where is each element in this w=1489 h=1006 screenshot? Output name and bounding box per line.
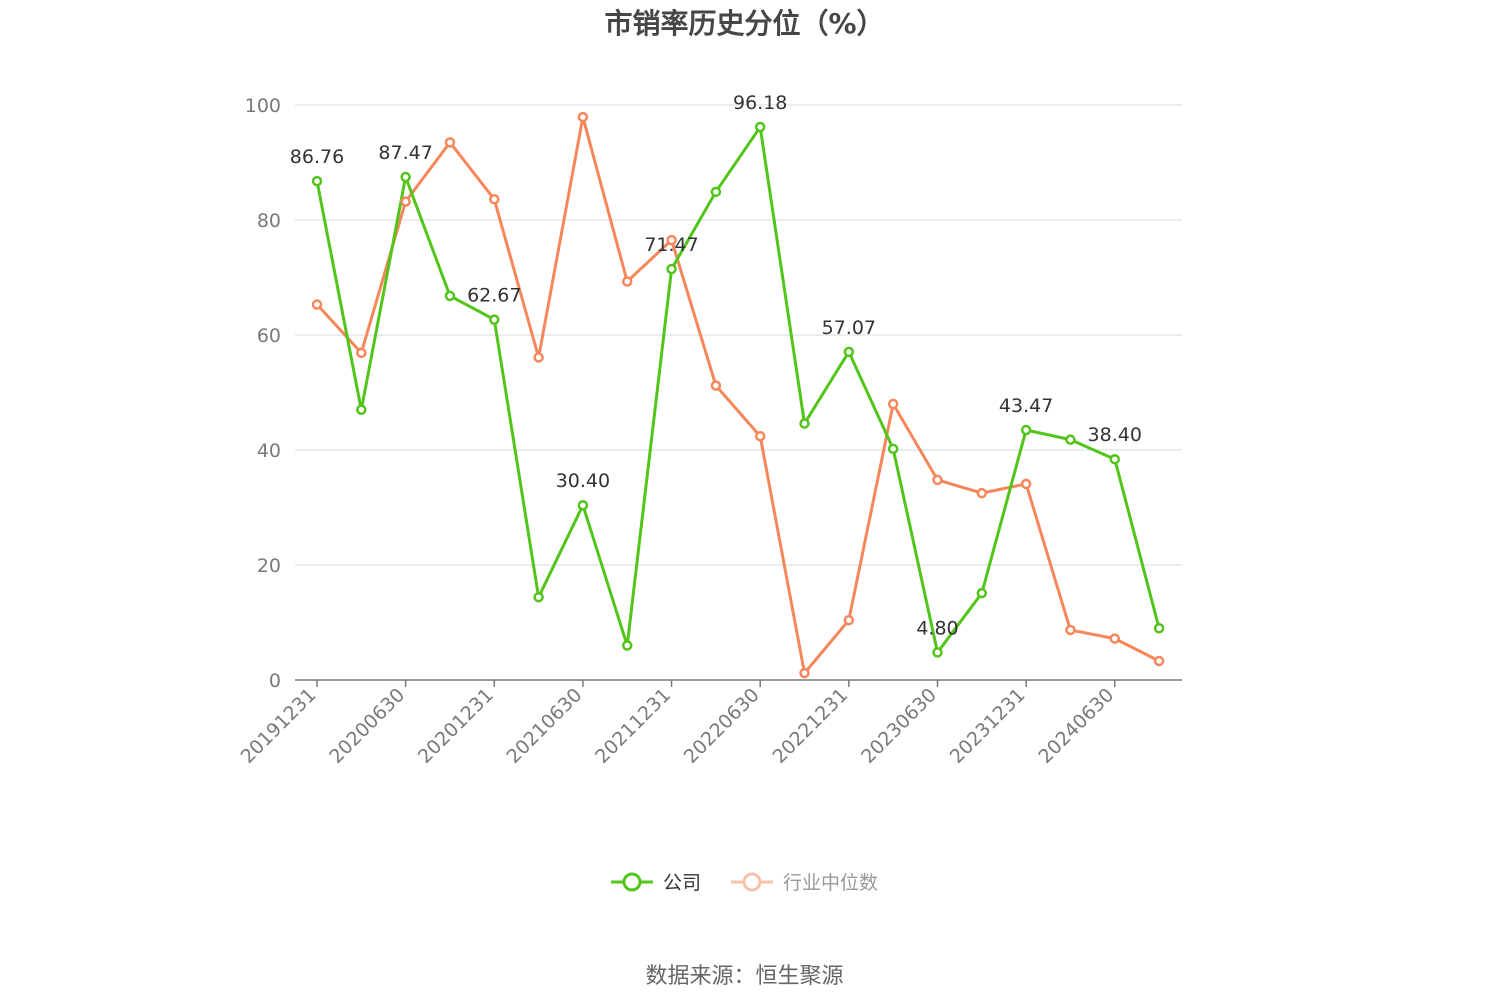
point-company-20230930 (976, 587, 988, 599)
point-company-20230331 (887, 443, 899, 455)
point-company-20200930 (444, 290, 456, 302)
point-industry-20210930 (621, 276, 633, 287)
point-company-20220930 (799, 418, 810, 429)
y-tick-label-0: 0 (269, 670, 281, 692)
x-tick-label-20221231: 20221231 (768, 684, 852, 768)
data-source: 数据来源：恒生聚源 (645, 964, 844, 989)
legend-industry-swatch (731, 872, 773, 891)
data-label-company-20221231: 57.07 (822, 317, 876, 339)
point-company-20220630 (754, 121, 766, 133)
point-company-20221231 (843, 346, 855, 358)
y-tick-label-80: 80 (257, 210, 281, 232)
point-company-20220331 (710, 186, 722, 198)
point-industry-20200930 (444, 137, 456, 148)
legend-industry-label: 行业中位数 (783, 872, 879, 894)
point-industry-20240930 (1153, 655, 1165, 667)
point-company-20200630 (400, 171, 411, 183)
point-industry-20200331 (356, 347, 367, 359)
point-company-20240630 (1109, 453, 1121, 465)
legend-company-label: 公司 (662, 872, 701, 894)
data-label-company-20191231: 86.76 (290, 146, 344, 168)
point-industry-20210331 (533, 352, 544, 363)
data-label-company-20211231: 71.47 (644, 234, 698, 256)
data-label-company-20220630: 96.18 (733, 92, 787, 114)
point-industry-20210630 (577, 111, 589, 123)
point-company-20200331 (356, 404, 367, 415)
point-industry-20220630 (754, 430, 766, 442)
chart-legend: 公司 行业中位数 (0, 868, 1489, 895)
point-industry-20230331 (887, 398, 899, 410)
series-line-company (315, 125, 1161, 654)
point-company-20231231 (1020, 424, 1032, 436)
legend-item-industry[interactable]: 行业中位数 (731, 868, 878, 895)
x-tick-label-20231231: 20231231 (946, 684, 1030, 768)
point-industry-20220331 (710, 380, 722, 391)
point-industry-20200630 (400, 196, 411, 207)
data-label-company-20200630: 87.47 (378, 142, 432, 164)
y-tick-label-20: 20 (257, 555, 281, 577)
point-industry-20221231 (843, 614, 855, 626)
point-company-20230630 (932, 647, 943, 658)
x-tick-label-20200630: 20200630 (325, 684, 409, 768)
data-label-company-20201231: 62.67 (467, 285, 521, 307)
point-company-20201231 (489, 314, 500, 325)
point-industry-20230930 (976, 487, 988, 499)
point-industry-20211231 (666, 234, 677, 246)
x-tick-label-20201231: 20201231 (414, 684, 498, 768)
x-tick-label-20230630: 20230630 (857, 684, 941, 768)
point-company-20210331 (533, 591, 544, 603)
point-industry-20231231 (1020, 478, 1032, 490)
point-industry-20230630 (932, 474, 943, 486)
point-company-20210630 (577, 499, 589, 511)
data-label-company-20210630: 30.40 (556, 470, 610, 492)
point-industry-20191231 (311, 299, 323, 310)
y-tick-label-60: 60 (257, 325, 281, 347)
x-tick-label-20240630: 20240630 (1034, 684, 1118, 768)
x-tick-label-20220630: 20220630 (680, 684, 764, 768)
y-tick-label-40: 40 (257, 440, 281, 462)
point-company-20210930 (621, 640, 633, 651)
point-industry-20240630 (1109, 633, 1121, 644)
point-industry-20240331 (1065, 624, 1076, 636)
y-tick-label-100: 100 (245, 95, 281, 117)
point-company-20191231 (311, 175, 323, 187)
point-industry-20220930 (799, 667, 810, 679)
data-label-company-20230630: 4.80 (916, 617, 958, 639)
x-tick-label-20211231: 20211231 (591, 684, 675, 768)
data-label-company-20240630: 38.40 (1088, 424, 1142, 446)
x-tick-label-20210630: 20210630 (503, 684, 587, 768)
data-label-company-20231231: 43.47 (999, 395, 1053, 417)
point-company-20211231 (666, 263, 677, 275)
point-industry-20201231 (489, 194, 500, 205)
legend-item-company[interactable]: 公司 (610, 868, 701, 895)
point-company-20240930 (1153, 623, 1165, 634)
chart-title: 市销率历史分位（%） (604, 7, 885, 40)
series-line-industry (315, 115, 1160, 675)
point-company-20240331 (1065, 434, 1076, 445)
legend-company-swatch (610, 872, 653, 891)
x-tick-label-20191231: 20191231 (237, 684, 321, 768)
